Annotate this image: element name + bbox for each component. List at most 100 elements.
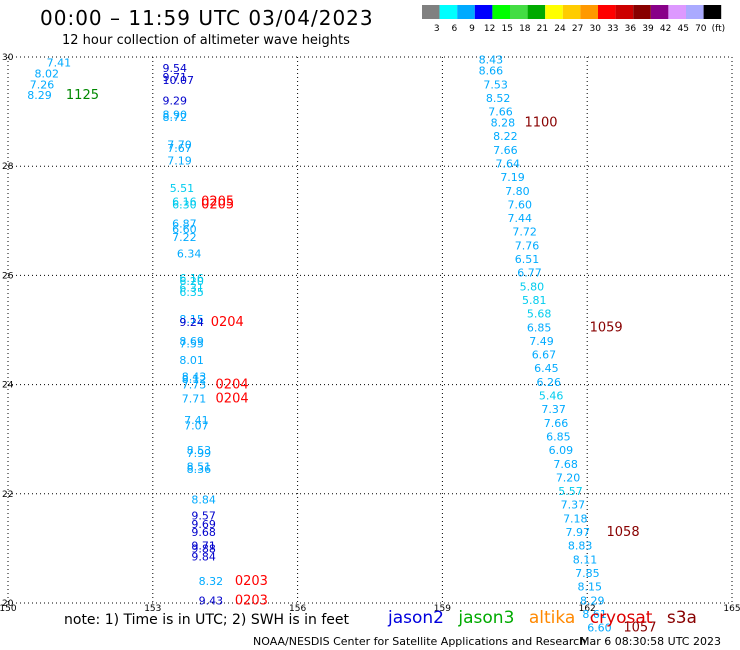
wave-height-label: 7.70: [167, 138, 192, 151]
colorbar-swatch: [545, 5, 563, 19]
wave-height-label: 10.07: [162, 74, 194, 87]
colorbar-swatch: [580, 5, 598, 19]
colorbar-label: 6: [452, 24, 458, 34]
wave-height-label: 6.51: [515, 253, 540, 266]
wave-height-label: 8.11: [573, 553, 598, 566]
wave-height-label: 8.52: [486, 92, 511, 105]
wave-height-label: 9.54: [162, 62, 187, 75]
wave-height-label: 5.51: [170, 182, 195, 195]
colorbar-swatch: [492, 5, 510, 19]
wave-height-label: 7.37: [541, 403, 566, 416]
wave-height-label: 7.71: [182, 392, 207, 405]
wave-height-label: 6.26: [537, 376, 562, 389]
x-tick-label: 156: [289, 604, 306, 614]
legend-altika: altika: [528, 608, 576, 628]
legend-s3a: s3a: [666, 608, 697, 628]
wave-height-label: 7.72: [512, 226, 537, 239]
y-tick-label: 24: [2, 381, 14, 391]
wave-height-label: 8.51: [187, 461, 212, 474]
colorbar-swatch: [457, 5, 475, 19]
wave-height-label: 7.66: [488, 106, 512, 119]
wave-height-label: 7.18: [563, 512, 588, 525]
colorbar-swatch: [598, 5, 616, 19]
wave-height-label: 7.53: [483, 78, 508, 91]
colorbar-swatch: [562, 5, 581, 19]
time-label: 1100: [524, 116, 557, 131]
wave-height-label: 6.20: [179, 275, 204, 288]
colorbar-label: (ft): [712, 24, 726, 34]
wave-height-label: 7.07: [184, 420, 209, 433]
chart-subtitle: 12 hour collection of altimeter wave hei…: [62, 33, 350, 48]
wave-height-label: 7.37: [561, 499, 586, 512]
wave-height-label: 6.34: [177, 248, 202, 261]
colorbar-label: 27: [572, 24, 583, 34]
wave-height-label: 8.15: [578, 581, 603, 594]
colorbar-swatch: [439, 5, 458, 19]
wave-height-label: 7.68: [553, 458, 578, 471]
wave-height-label: 8.36: [187, 463, 212, 476]
time-label: 0205: [201, 195, 234, 210]
y-tick-label: 28: [2, 162, 14, 172]
y-tick-label: 20: [2, 599, 14, 609]
time-label: 1058: [607, 525, 640, 540]
color-scale-bar: 3 6 9 12 15 18 21 24 27 30 33 36 39 42 45 70 (ft): [422, 5, 726, 34]
colorbar-swatch: [422, 5, 440, 19]
wave-height-label: 7.44: [508, 212, 533, 225]
wave-height-label: 8.66: [479, 65, 504, 78]
wave-height-label: 6.87: [172, 218, 197, 231]
wave-height-label: 5.57: [558, 485, 583, 498]
wave-height-label: 7.49: [529, 335, 554, 348]
legend-cryosat: cryosat: [589, 608, 653, 628]
wave-height-label: 8.84: [191, 493, 216, 506]
wave-height-label: 7.66: [493, 144, 517, 157]
wave-height-label: 8.43: [182, 370, 207, 383]
wave-height-label: 9.88: [191, 542, 216, 555]
wave-height-label: 8.90: [162, 108, 187, 121]
wave-height-label: 7.66: [544, 417, 569, 430]
x-tick-label: 159: [434, 604, 451, 614]
time-label: 1125: [66, 88, 99, 103]
colorbar-swatch: [633, 5, 651, 19]
colorbar-swatch: [527, 5, 546, 19]
wave-height-label: 8.01: [179, 354, 204, 367]
wave-height-label: 6.60: [172, 223, 197, 236]
wave-height-label: 6.35: [179, 286, 204, 299]
time-label: 0204: [211, 315, 244, 330]
wave-height-label: 9.71: [162, 71, 187, 84]
y-tick-label: 26: [2, 271, 14, 281]
wave-height-label: 7.22: [172, 231, 197, 244]
wave-height-label: 9.69: [191, 518, 216, 531]
colorbar-label: 33: [607, 24, 618, 34]
colorbar-label: 36: [625, 24, 637, 34]
wave-height-label: 5.80: [520, 280, 545, 293]
wave-height-label: 5.46: [539, 390, 564, 403]
wave-height-label: 6.77: [517, 267, 542, 280]
wave-height-label: 7.55: [179, 338, 204, 351]
wave-height-label: 8.02: [35, 67, 60, 80]
colorbar-label: 45: [677, 24, 688, 34]
wave-height-label: 6.09: [549, 444, 574, 457]
wave-height-label: 7.64: [495, 157, 520, 170]
x-tick-label: 153: [144, 604, 161, 614]
wave-height-label: 8.32: [199, 575, 224, 588]
wave-height-label: 8.43: [479, 54, 504, 67]
colorbar-swatch: [686, 5, 704, 19]
wave-height-label: 7.41: [47, 56, 72, 69]
colorbar-label: 42: [660, 24, 671, 34]
colorbar-label: 15: [501, 24, 512, 34]
x-tick-label: 150: [0, 604, 17, 614]
wave-height-label: 7.19: [500, 171, 525, 184]
wave-height-label: 8.83: [568, 540, 593, 553]
wave-height-label: 7.26: [30, 78, 55, 91]
time-label: 0204: [216, 391, 249, 406]
wave-height-label: 7.20: [556, 471, 581, 484]
colorbar-label: 3: [434, 24, 440, 34]
wave-height-label: 6.85: [546, 430, 571, 443]
wave-height-label: 6.16: [179, 272, 204, 285]
wave-height-label: 8.29: [27, 89, 52, 102]
wave-height-label: 9.68: [191, 526, 216, 539]
wave-height-label: 8.12: [182, 373, 207, 386]
wave-height-label: 6.45: [534, 362, 559, 375]
wave-height-label: 6.85: [527, 321, 552, 334]
time-label: 1059: [590, 320, 623, 335]
